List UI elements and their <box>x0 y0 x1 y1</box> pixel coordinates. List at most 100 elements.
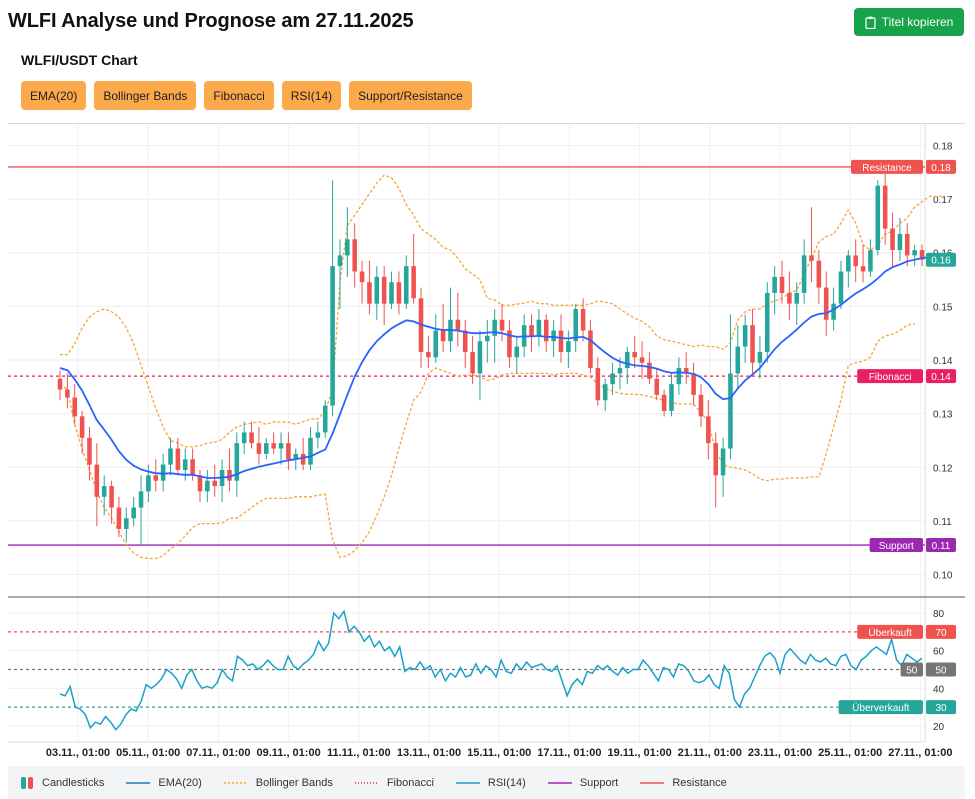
rsi-tick-label: 80 <box>933 609 945 620</box>
candle-body <box>87 437 92 465</box>
chart-heading: WLFI/USDT Chart <box>21 52 138 68</box>
candle-body <box>787 292 792 304</box>
resistance-tag-value-box <box>926 159 956 174</box>
candle-body <box>109 486 114 508</box>
candle-body <box>389 282 394 304</box>
candle-body <box>403 266 409 304</box>
legend-item[interactable]: Resistance <box>640 777 727 789</box>
support-tag-value-box <box>926 538 956 553</box>
candle-body <box>308 437 313 465</box>
x-tick-label: 25.11., 01:00 <box>818 747 882 759</box>
rsi-oversold-tag-label-box <box>838 700 923 715</box>
candle-body <box>875 185 881 251</box>
rsi-tick-label: 60 <box>933 647 945 658</box>
legend-item[interactable]: Support <box>547 777 618 789</box>
indicator-rsi-button[interactable]: RSI(14) <box>281 81 342 110</box>
candle-body <box>691 373 696 395</box>
candle-body <box>742 325 748 347</box>
legend-swatch <box>126 781 151 784</box>
candle-body <box>860 266 866 272</box>
candle-body <box>588 330 593 369</box>
candle-body <box>647 362 652 379</box>
fibonacci-tag-value: 0.14 <box>931 372 951 383</box>
candle-body <box>610 373 615 385</box>
price-tick-label: 0.15 <box>933 302 953 313</box>
candle-body <box>772 276 777 293</box>
candle-body <box>713 443 718 476</box>
candle-body <box>359 271 365 283</box>
legend-label: EMA(20) <box>158 776 202 789</box>
candle-body <box>632 351 637 358</box>
support-tag-value: 0.11 <box>932 541 951 552</box>
candle-body <box>912 250 917 256</box>
candle-body <box>698 394 704 417</box>
indicator-support-resistance-button[interactable]: Support/Resistance <box>349 81 472 110</box>
rsi-tick-label: 20 <box>933 722 945 733</box>
x-tick-label: 23.11., 01:00 <box>748 747 812 759</box>
candle-body <box>182 459 188 470</box>
candle-body <box>241 432 247 444</box>
candle-body <box>595 368 601 401</box>
price-tick-label: 0.11 <box>933 517 952 528</box>
candle-body <box>433 330 439 358</box>
indicator-ema-button[interactable]: EMA(20) <box>21 81 87 110</box>
candle-body <box>625 351 630 369</box>
candle-body <box>300 453 306 465</box>
legend-label: Fibonacci <box>386 776 434 789</box>
candle-body <box>823 287 829 320</box>
candle-body <box>543 319 549 342</box>
candle-body <box>882 185 888 229</box>
legend-label: Candlesticks <box>42 776 105 789</box>
candle-body <box>381 276 387 304</box>
candle-body <box>131 507 136 519</box>
legend-swatch <box>547 781 572 784</box>
copy-title-button[interactable]: Titel kopieren <box>854 8 964 36</box>
price-tick-label: 0.14 <box>933 356 953 367</box>
candle-body <box>396 282 402 304</box>
candle-body <box>853 255 858 267</box>
price-tick-label: 0.10 <box>933 571 953 582</box>
indicator-bollinger-button[interactable]: Bollinger Bands <box>94 81 197 110</box>
x-tick-label: 11.11., 01:00 <box>327 747 391 759</box>
legend-item[interactable]: EMA(20) <box>126 776 202 789</box>
resistance-tag-value: 0.18 <box>931 163 951 174</box>
rsi-overbought-tag-label: Überkauft <box>868 627 912 639</box>
legend-swatch <box>21 776 33 789</box>
candle-body <box>801 255 807 293</box>
last-price-box <box>926 252 956 267</box>
candle-body <box>661 394 667 411</box>
legend-label: Bollinger Bands <box>255 776 333 789</box>
candle-body <box>367 282 372 304</box>
legend-swatch <box>223 781 248 784</box>
x-tick-label: 27.11., 01:00 <box>888 747 952 759</box>
x-tick-label: 15.11., 01:00 <box>467 747 531 759</box>
legend-item[interactable]: Candlesticks <box>20 776 105 789</box>
candle-body <box>322 405 328 433</box>
support-tag: Support 0.11 <box>869 538 956 553</box>
candle-body <box>205 480 210 492</box>
legend-item[interactable]: RSI(14) <box>455 777 526 789</box>
candle-body <box>728 373 733 449</box>
rsi-overbought-tag-label-box <box>857 624 923 639</box>
candle-body <box>890 228 895 251</box>
rsi-tick-label: 40 <box>933 684 945 695</box>
candle-body <box>499 319 505 331</box>
rsi-mid-tag-label-box <box>900 662 923 677</box>
candle-body <box>846 255 851 272</box>
candle-body <box>256 443 262 454</box>
candle-body <box>286 443 291 460</box>
x-tick-label: 07.11., 01:00 <box>186 747 250 759</box>
candle-body <box>65 389 70 398</box>
candle-body <box>794 292 800 304</box>
price-chart[interactable]: 0.18 0.17 0.16 0.15 0.14 0.13 0.12 0.11 0.10 80 60… <box>0 124 975 766</box>
legend-item[interactable]: Bollinger Bands <box>223 776 333 789</box>
legend-item[interactable]: Fibonacci <box>354 776 434 789</box>
candle-body <box>868 250 873 272</box>
candle-body <box>735 346 741 374</box>
candle-body <box>153 475 159 481</box>
candle-body <box>676 368 682 385</box>
indicator-fibonacci-button[interactable]: Fibonacci <box>204 81 274 110</box>
candle-body <box>573 309 579 342</box>
candle-body <box>529 325 534 336</box>
candle-body <box>94 464 100 497</box>
